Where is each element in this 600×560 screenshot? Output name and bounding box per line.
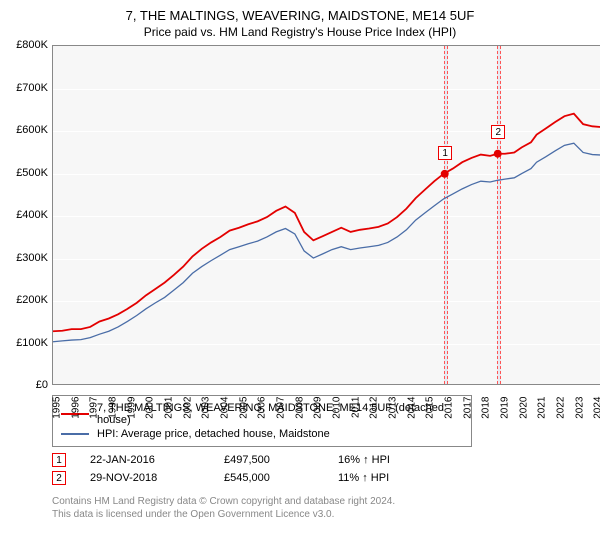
event-row: 1 22-JAN-2016 £497,500 16% ↑ HPI: [52, 453, 588, 467]
x-tick-label: 2020: [518, 397, 529, 419]
x-tick-label: 2007: [276, 397, 287, 419]
x-tick-label: 2018: [481, 397, 492, 419]
event-dot: [441, 170, 449, 178]
y-tick-label: £0: [4, 379, 48, 391]
footer-line-1: Contains HM Land Registry data © Crown c…: [52, 495, 588, 508]
legend-item: HPI: Average price, detached house, Maid…: [61, 428, 463, 440]
footer: Contains HM Land Registry data © Crown c…: [52, 495, 588, 521]
chart-area: [52, 45, 600, 385]
x-tick-label: 2021: [537, 397, 548, 419]
event-price: £545,000: [224, 472, 314, 484]
y-tick-label: £700K: [4, 82, 48, 94]
x-tick-label: 2016: [444, 397, 455, 419]
x-tick-label: 1996: [70, 397, 81, 419]
x-tick-label: 2023: [574, 397, 585, 419]
x-tick-label: 2003: [201, 397, 212, 419]
event-delta: 16% ↑ HPI: [338, 454, 390, 466]
x-tick-label: 1999: [126, 397, 137, 419]
legend-label: HPI: Average price, detached house, Maid…: [97, 428, 330, 440]
footer-line-2: This data is licensed under the Open Gov…: [52, 508, 588, 521]
event-date: 29-NOV-2018: [90, 472, 200, 484]
x-tick-label: 2008: [294, 397, 305, 419]
x-tick-label: 2010: [332, 397, 343, 419]
x-tick-label: 1997: [89, 397, 100, 419]
y-tick-label: £500K: [4, 167, 48, 179]
x-tick-label: 1995: [52, 397, 63, 419]
x-tick-label: 2005: [238, 397, 249, 419]
y-tick-label: £400K: [4, 209, 48, 221]
x-tick-label: 2024: [593, 397, 600, 419]
x-tick-label: 2015: [425, 397, 436, 419]
event-id-box: 2: [52, 471, 66, 485]
y-tick-label: £800K: [4, 39, 48, 51]
event-marker-label: 1: [438, 146, 452, 160]
event-row: 2 29-NOV-2018 £545,000 11% ↑ HPI: [52, 471, 588, 485]
y-tick-label: £600K: [4, 124, 48, 136]
x-tick-label: 2002: [182, 397, 193, 419]
x-tick-label: 2000: [145, 397, 156, 419]
x-tick-label: 2017: [462, 397, 473, 419]
x-tick-label: 2006: [257, 397, 268, 419]
x-tick-label: 2009: [313, 397, 324, 419]
x-tick-label: 2013: [388, 397, 399, 419]
series-line: [53, 143, 600, 342]
event-price: £497,500: [224, 454, 314, 466]
line-canvas: [53, 46, 600, 384]
events-table: 1 22-JAN-2016 £497,500 16% ↑ HPI 2 29-NOV-201…: [52, 453, 588, 485]
x-tick-label: 2012: [369, 397, 380, 419]
x-tick-label: 1998: [108, 397, 119, 419]
chart-title: 7, THE MALTINGS, WEAVERING, MAIDSTONE, M…: [12, 8, 588, 23]
x-tick-label: 2019: [500, 397, 511, 419]
series-line: [53, 114, 600, 332]
y-tick-label: £200K: [4, 294, 48, 306]
event-dot: [494, 150, 502, 158]
x-tick-label: 2022: [556, 397, 567, 419]
event-date: 22-JAN-2016: [90, 454, 200, 466]
x-tick-label: 2014: [406, 397, 417, 419]
event-delta: 11% ↑ HPI: [338, 472, 389, 484]
y-tick-label: £100K: [4, 337, 48, 349]
legend-swatch: [61, 428, 89, 440]
x-tick-label: 2001: [164, 397, 175, 419]
event-marker-label: 2: [491, 125, 505, 139]
chart-subtitle: Price paid vs. HM Land Registry's House …: [12, 25, 588, 39]
x-tick-label: 2004: [220, 397, 231, 419]
x-tick-label: 2011: [350, 397, 361, 419]
y-tick-label: £300K: [4, 252, 48, 264]
event-id-box: 1: [52, 453, 66, 467]
